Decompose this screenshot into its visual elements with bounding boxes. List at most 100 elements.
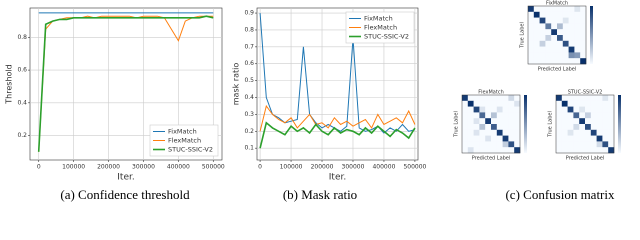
heatmap-cell xyxy=(608,112,615,119)
heatmap-cell xyxy=(585,118,591,125)
heatmap-cell xyxy=(545,17,552,24)
heatmap-cell xyxy=(556,118,562,125)
heatmap-cell xyxy=(502,118,509,125)
heatmap-cell xyxy=(596,147,603,154)
heatmap-cell xyxy=(462,135,468,142)
heatmap-cell xyxy=(473,147,480,154)
heatmap-cell xyxy=(508,141,515,148)
heatmap-cell xyxy=(608,147,615,154)
heatmap-cell xyxy=(467,100,474,107)
heatmap-cell xyxy=(608,141,615,148)
heatmap-cell xyxy=(561,95,568,101)
heatmap-cell xyxy=(545,23,552,30)
heatmap-cell xyxy=(561,147,568,154)
x-tick-label: 300000 xyxy=(342,164,365,171)
heatmap-cell xyxy=(502,106,509,113)
heatmap-cell xyxy=(479,106,486,113)
heatmap-cell xyxy=(462,124,468,130)
x-tick-label: 200000 xyxy=(97,164,120,171)
heatmap-cell xyxy=(574,6,581,12)
heatmap-cell xyxy=(573,124,580,130)
heatmap-cell xyxy=(562,29,569,36)
heatmap-cell xyxy=(533,6,540,12)
heatmap-cell xyxy=(491,124,497,130)
legend-label: STUC-SSIC-V2 xyxy=(168,146,213,154)
heatmap-cell xyxy=(562,40,569,47)
heatmap-cell xyxy=(573,147,580,154)
heatmap-cell xyxy=(579,141,586,148)
heatmap-cell xyxy=(557,23,563,30)
heatmap-cell xyxy=(496,135,503,142)
colorbar xyxy=(524,95,527,153)
page: (a) Confidence threshold (b) Mask ratio … xyxy=(4,0,621,202)
heatmap-cell xyxy=(596,106,603,113)
heatmap-cell xyxy=(539,11,546,18)
heatmap-cell xyxy=(473,95,480,101)
heatmap-cell xyxy=(567,106,574,113)
line xyxy=(259,104,416,132)
heatmap-cell xyxy=(580,46,587,53)
heatmap-cell xyxy=(533,17,540,24)
heatmap-cell xyxy=(508,112,515,119)
y-tick-label: 0.2 xyxy=(244,128,254,135)
heatmap-cell xyxy=(496,112,503,119)
heatmap-cell xyxy=(462,100,468,107)
y-axis-label: True Label xyxy=(548,111,554,138)
heatmap-cell xyxy=(562,11,569,18)
heatmap-cell xyxy=(562,35,569,41)
heatmap-cell xyxy=(473,112,480,119)
x-tick-label: 400000 xyxy=(167,164,190,171)
heatmap-cell xyxy=(602,147,609,154)
heatmap-cell xyxy=(567,135,574,142)
heatmap-cell xyxy=(608,100,615,107)
x-tick-label: 500000 xyxy=(202,164,225,171)
y-tick-label: 0.4 xyxy=(244,94,254,101)
heatmap-cell xyxy=(528,11,534,18)
heatmap-cell xyxy=(573,95,580,101)
heatmap-cell xyxy=(551,40,558,47)
heatmap-cell xyxy=(462,106,468,113)
heatmap-cell xyxy=(473,129,480,136)
heatmap-cell xyxy=(473,100,480,107)
heatmap-cell xyxy=(568,52,575,59)
heatmap-cell xyxy=(568,58,575,65)
heatmap-cell xyxy=(596,112,603,119)
heatmap-cell xyxy=(579,118,586,125)
heatmap-cell xyxy=(508,129,515,136)
heatmap-cell xyxy=(567,124,574,130)
heatmap-cell xyxy=(491,135,497,142)
heatmap-cell xyxy=(502,147,509,154)
heatmap-cell xyxy=(479,124,486,130)
heatmap-cell xyxy=(568,6,575,12)
heatmap-cell xyxy=(479,118,486,125)
heatmap-cell xyxy=(585,112,591,119)
heatmap-cell xyxy=(514,141,521,148)
heatmap-cell xyxy=(574,46,581,53)
heatmap-cell xyxy=(551,58,558,65)
heatmap-cell xyxy=(528,29,534,36)
y-tick-label: 0.8 xyxy=(244,26,254,33)
heatmap-cell xyxy=(580,23,587,30)
heatmap-cell xyxy=(545,40,552,47)
x-tick-label: 100000 xyxy=(280,164,303,171)
heatmap-cell xyxy=(561,135,568,142)
heatmap-cell xyxy=(514,129,521,136)
heatmap-cell xyxy=(602,106,609,113)
heatmap-cell xyxy=(496,118,503,125)
heatmap-cell xyxy=(574,58,581,65)
heatmap-cell xyxy=(485,129,492,136)
heatmap-cell xyxy=(562,58,569,65)
heatmap-cell xyxy=(467,124,474,130)
heatmap-cell xyxy=(479,100,486,107)
heatmap-cell xyxy=(557,11,563,18)
x-tick-label: 0 xyxy=(258,164,262,171)
heatmap-cell xyxy=(602,129,609,136)
heatmap-cell xyxy=(579,106,586,113)
heatmap-cell xyxy=(514,124,521,130)
heatmap-cell xyxy=(467,141,474,148)
heatmap-cell xyxy=(514,112,521,119)
heatmap-cell xyxy=(568,29,575,36)
heatmap-cell xyxy=(508,106,515,113)
heatmap-cell xyxy=(539,52,546,59)
heatmap-cell xyxy=(590,129,597,136)
